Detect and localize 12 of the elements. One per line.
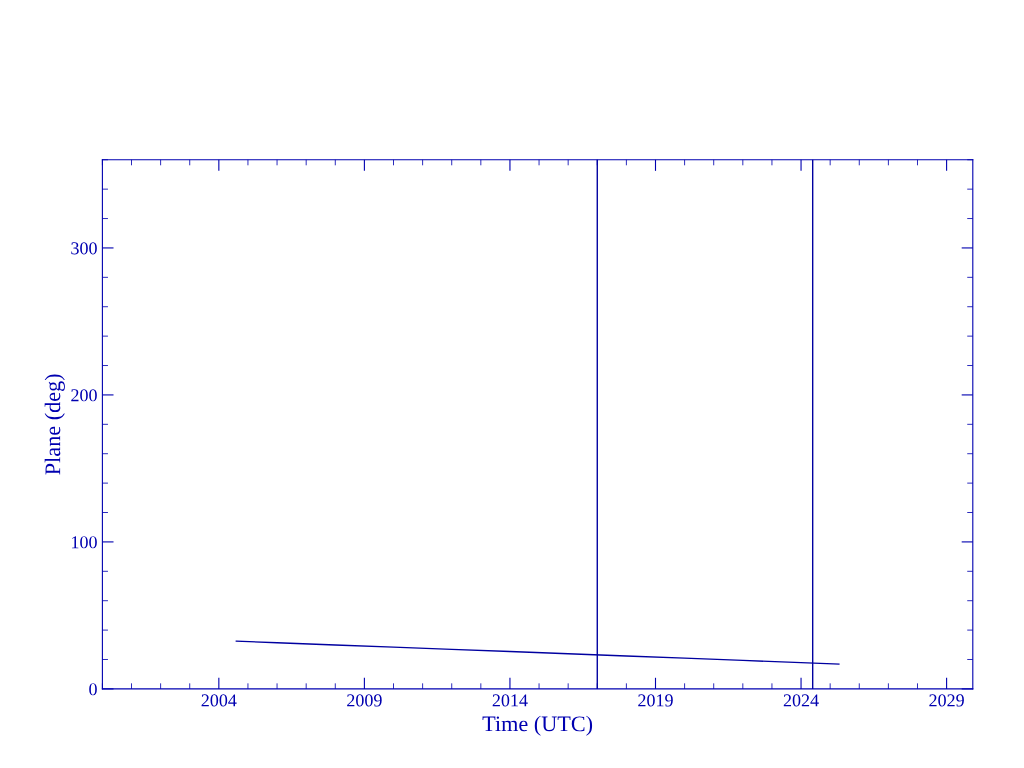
x-tick-label: 2029 (929, 694, 964, 707)
x-tick-label: 2024 (783, 694, 819, 707)
y-tick-label: 200 (71, 389, 97, 402)
y-tick-label: 100 (72, 536, 97, 549)
x-axis-title: Time (UTC) (482, 715, 593, 736)
y-tick-label: 0 (89, 683, 97, 696)
x-tick-label: 2014 (492, 694, 528, 707)
x-tick-label: 2009 (347, 694, 382, 707)
y-axis-title: Plane (deg) (44, 374, 65, 475)
x-tick-label: 2004 (201, 694, 237, 707)
x-tick-label: 2019 (638, 694, 673, 707)
y-tick-label: 300 (71, 242, 97, 255)
